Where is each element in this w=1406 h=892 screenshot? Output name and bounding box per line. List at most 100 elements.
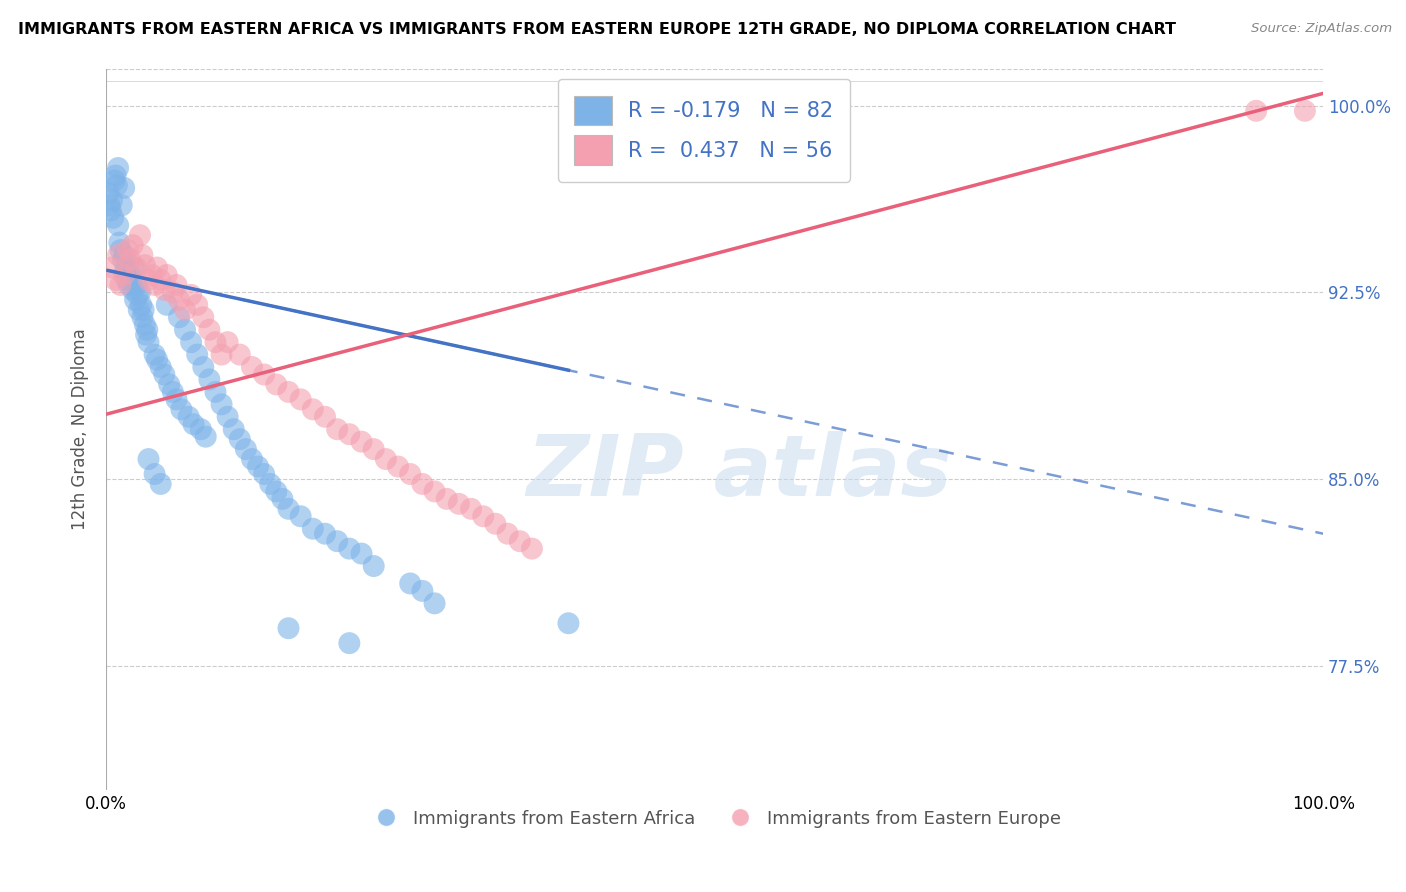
Point [235,442,257,456]
Point [211,348,233,362]
Point [117,258,139,272]
Point [557,616,579,631]
Point [302,402,325,417]
Point [337,427,360,442]
Point [129,228,152,243]
Point [174,323,197,337]
Point [484,516,506,531]
Point [153,283,176,297]
Point [302,522,325,536]
Point [183,417,205,432]
Point [217,409,239,424]
Point [111,198,134,212]
Point [104,169,127,183]
Point [194,430,217,444]
Point [1244,103,1267,118]
Point [399,576,422,591]
Point [247,459,270,474]
Point [193,359,215,374]
Point [198,372,221,386]
Point [156,268,179,282]
Point [240,359,263,374]
Point [120,253,142,268]
Point [266,377,288,392]
Point [271,491,294,506]
Point [117,243,139,257]
Point [125,260,148,275]
Point [105,178,128,193]
Point [222,422,245,436]
Point [121,238,143,252]
Point [460,501,482,516]
Point [110,277,132,292]
Point [350,434,373,449]
Point [101,260,124,275]
Point [496,526,519,541]
Point [153,368,176,382]
Point [134,318,156,332]
Point [277,621,299,635]
Point [134,258,156,272]
Legend: Immigrants from Eastern Africa, Immigrants from Eastern Europe: Immigrants from Eastern Africa, Immigran… [360,803,1069,835]
Point [363,442,385,456]
Point [112,181,135,195]
Point [149,273,172,287]
Point [326,534,349,549]
Point [253,467,276,481]
Point [337,541,360,556]
Point [387,459,409,474]
Point [127,288,149,302]
Point [186,348,208,362]
Point [290,509,312,524]
Point [122,260,145,275]
Point [114,263,136,277]
Point [121,273,143,287]
Point [97,186,120,200]
Point [411,583,433,598]
Point [138,452,160,467]
Point [190,422,212,436]
Point [472,509,495,524]
Point [174,302,197,317]
Point [131,248,153,262]
Point [132,302,155,317]
Point [326,422,349,436]
Point [104,273,127,287]
Point [143,467,166,481]
Point [149,359,172,374]
Point [436,491,458,506]
Point [143,348,166,362]
Point [107,248,129,262]
Point [1294,103,1316,118]
Point [111,253,134,268]
Point [198,323,221,337]
Point [166,392,188,407]
Text: ZIP atlas: ZIP atlas [526,431,952,514]
Point [253,368,276,382]
Point [156,298,179,312]
Point [107,161,129,175]
Point [180,335,202,350]
Point [115,273,138,287]
Point [229,432,252,446]
Point [374,452,396,467]
Point [146,352,169,367]
Point [229,348,252,362]
Point [162,285,184,300]
Point [138,273,160,287]
Point [520,541,543,556]
Point [217,335,239,350]
Point [290,392,312,407]
Point [314,409,336,424]
Point [350,547,373,561]
Point [277,384,299,399]
Point [423,596,446,610]
Point [124,293,146,307]
Point [121,283,143,297]
Point [167,293,190,307]
Point [423,484,446,499]
Point [167,310,190,325]
Point [112,248,135,262]
Point [193,310,215,325]
Point [143,277,166,292]
